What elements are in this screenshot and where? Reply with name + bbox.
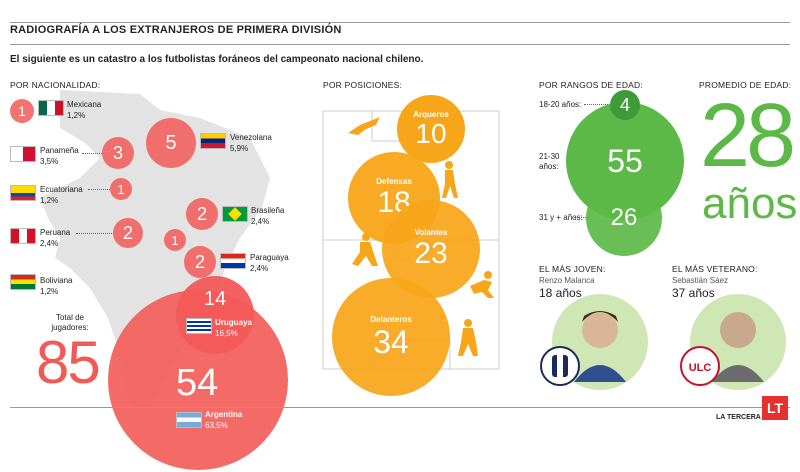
count-arqueros: 10	[415, 117, 447, 149]
pct-boliviana: 1,2%	[40, 287, 59, 296]
pct-ecuatoriana: 1,2%	[40, 196, 59, 205]
bottom-rule	[10, 407, 790, 408]
connector-peru	[76, 233, 114, 234]
label-brasilena: Brasileña	[251, 206, 285, 215]
flag-ecuador-icon	[10, 185, 36, 201]
bubble-age-31plus: 26	[586, 180, 662, 256]
label-volantes: Volantes	[414, 227, 448, 237]
total-value: 85	[36, 329, 101, 396]
label-defensas: Defensas	[376, 176, 412, 186]
label-peruana: Peruana	[40, 228, 71, 237]
pct-venezolana: 5,9%	[230, 144, 249, 153]
flag-panama-icon	[10, 146, 36, 162]
avg-age-value: 28	[700, 86, 796, 186]
bubble-mexicana: 1	[10, 99, 34, 123]
flag-venezuela-icon	[200, 133, 226, 149]
section-youngest-title: EL MÁS JOVEN:	[539, 264, 606, 274]
section-positions-title: POR POSICIONES:	[323, 80, 403, 90]
youngest-age: 18 años	[539, 286, 582, 300]
page-subtitle: El siguiente es un catastro a los futbol…	[10, 54, 424, 65]
label-argentina: Argentina	[205, 410, 243, 419]
bubble-age-18-20: 4	[610, 90, 640, 120]
label-boliviana: Boliviana	[40, 276, 73, 285]
label-age-31plus: 31 y + años:	[539, 213, 583, 222]
total-label: Total de jugadores:	[51, 313, 89, 332]
flag-argentina-icon	[176, 412, 202, 428]
flag-brazil-icon	[222, 206, 248, 222]
label-mexicana: Mexicana	[67, 100, 102, 109]
youngest-photo	[552, 294, 648, 390]
label-panamena: Panameña	[40, 146, 79, 155]
flag-paraguay-icon	[220, 253, 246, 269]
page-title: RADIOGRAFÍA A LOS EXTRANJEROS DE PRIMERA…	[10, 24, 342, 36]
section-age-title: POR RANGOS DE EDAD:	[539, 80, 643, 90]
label-arqueros: Arqueros	[413, 109, 449, 119]
connector-panama	[82, 153, 104, 154]
bubble-uruguaya	[176, 276, 254, 354]
lt-logo: LT	[762, 396, 788, 420]
flag-bolivia-icon	[10, 274, 36, 290]
pct-panamena: 3,5%	[40, 157, 59, 166]
oldest-name: Sebastián Sáez	[672, 276, 729, 285]
player-portrait-icon	[712, 312, 764, 382]
defender-silhouette-icon	[442, 161, 458, 198]
connector-ecuador	[88, 189, 110, 190]
pct-mexicana: 1,2%	[67, 111, 86, 120]
huachipato-crest-icon	[540, 346, 580, 386]
brand-name: LA TERCERA	[716, 414, 761, 421]
section-nationality-title: POR NACIONALIDAD:	[10, 80, 101, 90]
pct-argentina: 63,5%	[205, 421, 228, 430]
sub-rule	[10, 44, 790, 45]
pct-uruguaya: 16,5%	[215, 329, 238, 338]
bubble-paraguaya: 2	[184, 246, 216, 278]
player-portrait-icon	[574, 311, 626, 382]
connector-age-18	[584, 104, 610, 105]
oldest-age: 37 años	[672, 286, 715, 300]
striker-silhouette-icon	[470, 271, 494, 298]
bubble-panamena: 3	[102, 137, 134, 169]
bubble-peruana: 2	[113, 218, 143, 248]
top-rule	[10, 22, 790, 23]
label-paraguaya: Paraguaya	[250, 253, 289, 262]
label-delanteros: Delanteros	[370, 314, 412, 324]
bubble-arqueros: Arqueros 10	[397, 95, 465, 163]
bubble-delanteros: Delanteros 34	[332, 278, 450, 396]
label-uruguaya: Uruguaya	[215, 318, 252, 327]
goalkeeper-silhouette-icon	[348, 117, 380, 135]
flag-peru-icon	[10, 228, 36, 244]
connector-age-31	[574, 217, 588, 218]
label-age-18-20: 18-20 años:	[539, 100, 582, 109]
section-oldest-title: EL MÁS VETERANO:	[672, 264, 758, 274]
pct-paraguaya: 2,4%	[250, 264, 269, 273]
flag-mexico-icon	[38, 100, 64, 116]
svg-text:ULC: ULC	[689, 362, 712, 374]
striker2-silhouette-icon	[458, 319, 478, 356]
label-venezolana: Venezolana	[230, 133, 272, 142]
ulc-crest-icon: ULC	[680, 346, 720, 386]
flag-uruguay-icon	[186, 318, 212, 334]
label-ecuatoriana: Ecuatoriana	[40, 185, 83, 194]
south-america-map	[40, 90, 270, 406]
bubble-boliviana: 1	[164, 229, 186, 251]
oldest-photo	[690, 294, 786, 390]
pct-peruana: 2,4%	[40, 239, 59, 248]
bubble-ecuatoriana: 1	[110, 178, 132, 200]
count-uruguaya: 14	[204, 288, 227, 310]
count-argentina: 54	[176, 362, 219, 404]
youngest-name: Renzo Malanca	[539, 276, 595, 285]
count-volantes: 23	[414, 236, 448, 270]
count-delanteros: 34	[373, 323, 409, 360]
avg-age-unit: años	[702, 179, 798, 228]
pct-brasilena: 2,4%	[251, 217, 270, 226]
bubble-brasilena: 2	[186, 198, 218, 230]
label-age-21-30: 21-30 años:	[539, 152, 560, 171]
section-avg-age-title: PROMEDIO DE EDAD:	[699, 80, 792, 90]
bubble-venezolana: 5	[146, 118, 196, 168]
